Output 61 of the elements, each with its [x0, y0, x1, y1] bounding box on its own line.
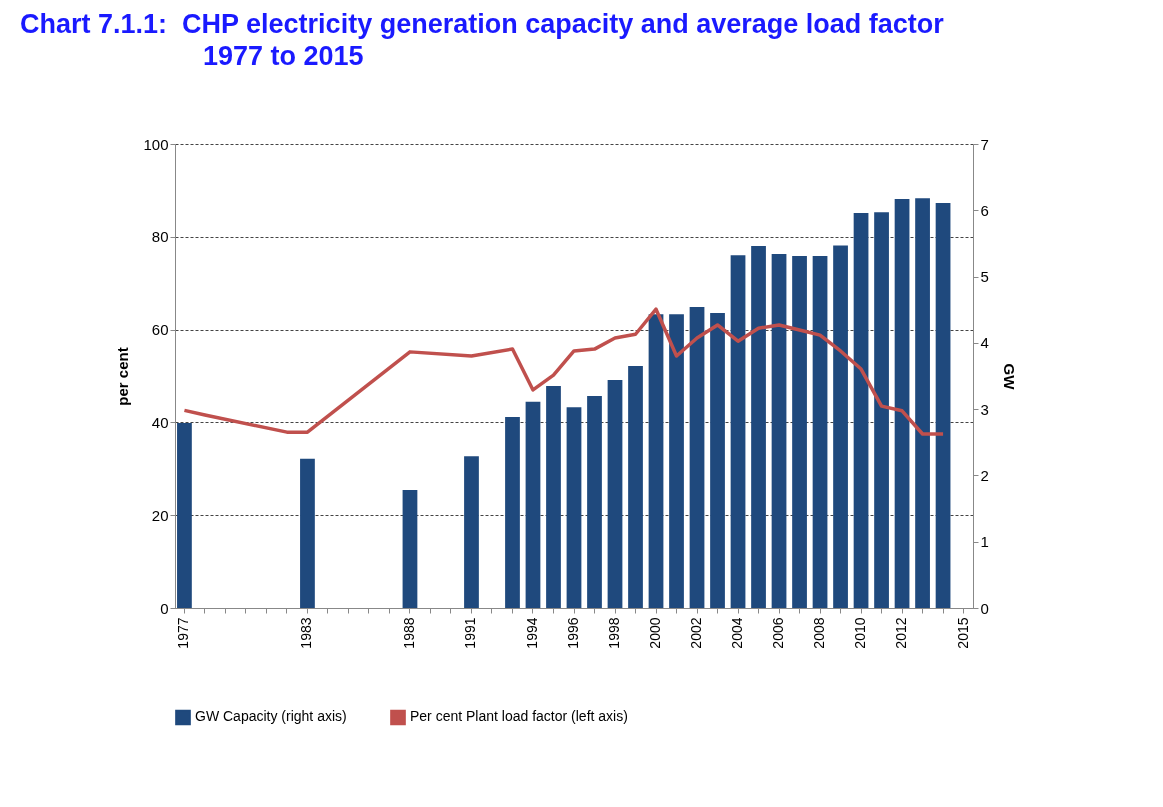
x-tick-label: 2000 [647, 617, 664, 649]
x-tick-label: 2012 [893, 617, 910, 649]
bar [464, 456, 479, 608]
bar [710, 313, 725, 608]
y2-tick-label: 2 [980, 466, 989, 484]
x-tick-label: 2010 [852, 617, 869, 649]
x-tick-label: 1991 [462, 617, 479, 649]
bar [648, 314, 664, 608]
bar [525, 401, 541, 608]
line-series [182, 307, 945, 436]
x-tick-label: 1983 [298, 617, 315, 649]
y2-tick-label: 6 [980, 201, 989, 219]
y2-tick-label: 3 [980, 400, 989, 418]
x-tick-label: 1996 [565, 617, 581, 649]
y-tick-label: 80 [151, 228, 169, 246]
y-tick-label: 60 [151, 321, 169, 339]
y2-tick-label: 0 [980, 599, 989, 617]
legend-label: GW Capacity (right axis) [195, 708, 347, 725]
bar [935, 202, 951, 608]
bar [177, 423, 192, 608]
bar [894, 199, 910, 608]
bar [669, 314, 684, 608]
x-tick-label: 2015 [954, 617, 971, 649]
bar [730, 255, 746, 608]
y2-tick-label: 1 [980, 533, 989, 551]
x-tick-label: 1994 [523, 617, 540, 649]
y-tick-label: 0 [160, 599, 169, 617]
y-tick-label: 100 [143, 135, 169, 153]
x-tick-label: 1977 [175, 617, 192, 649]
bar [915, 198, 930, 608]
x-tick-label: 1988 [400, 617, 417, 649]
y2-tick-label: 7 [980, 135, 989, 153]
y2-axis-title: GW [1000, 363, 1018, 391]
y-axis-title: per cent [114, 347, 132, 406]
y2-tick-label: 4 [980, 334, 989, 352]
bar [402, 490, 418, 608]
bar [833, 245, 848, 608]
legend-label: Per cent Plant load factor (left axis) [410, 708, 628, 725]
chart-title: Chart 7.1.1: CHP electricity generation capacity and average load factor 1977 to 2015 [20, 8, 945, 72]
bar [300, 458, 315, 608]
x-tick-label: 2004 [729, 617, 746, 649]
bar [607, 379, 623, 608]
bar [751, 246, 766, 608]
y-tick-label: 40 [151, 413, 169, 431]
bar [792, 256, 807, 608]
y2-tick-label: 5 [980, 268, 989, 286]
bar [689, 307, 705, 608]
bar [587, 395, 602, 608]
x-tick-label: 2006 [770, 617, 787, 649]
bar [505, 417, 520, 608]
bar [546, 385, 561, 608]
bar [874, 212, 889, 608]
bar [628, 366, 643, 608]
x-tick-label: 2008 [811, 617, 828, 649]
bar [771, 254, 787, 608]
y-tick-label: 20 [151, 506, 169, 524]
bar [812, 256, 828, 608]
bar [853, 212, 869, 608]
x-tick-label: 1998 [606, 617, 623, 649]
x-tick-label: 2002 [688, 617, 705, 649]
bar [566, 407, 582, 608]
